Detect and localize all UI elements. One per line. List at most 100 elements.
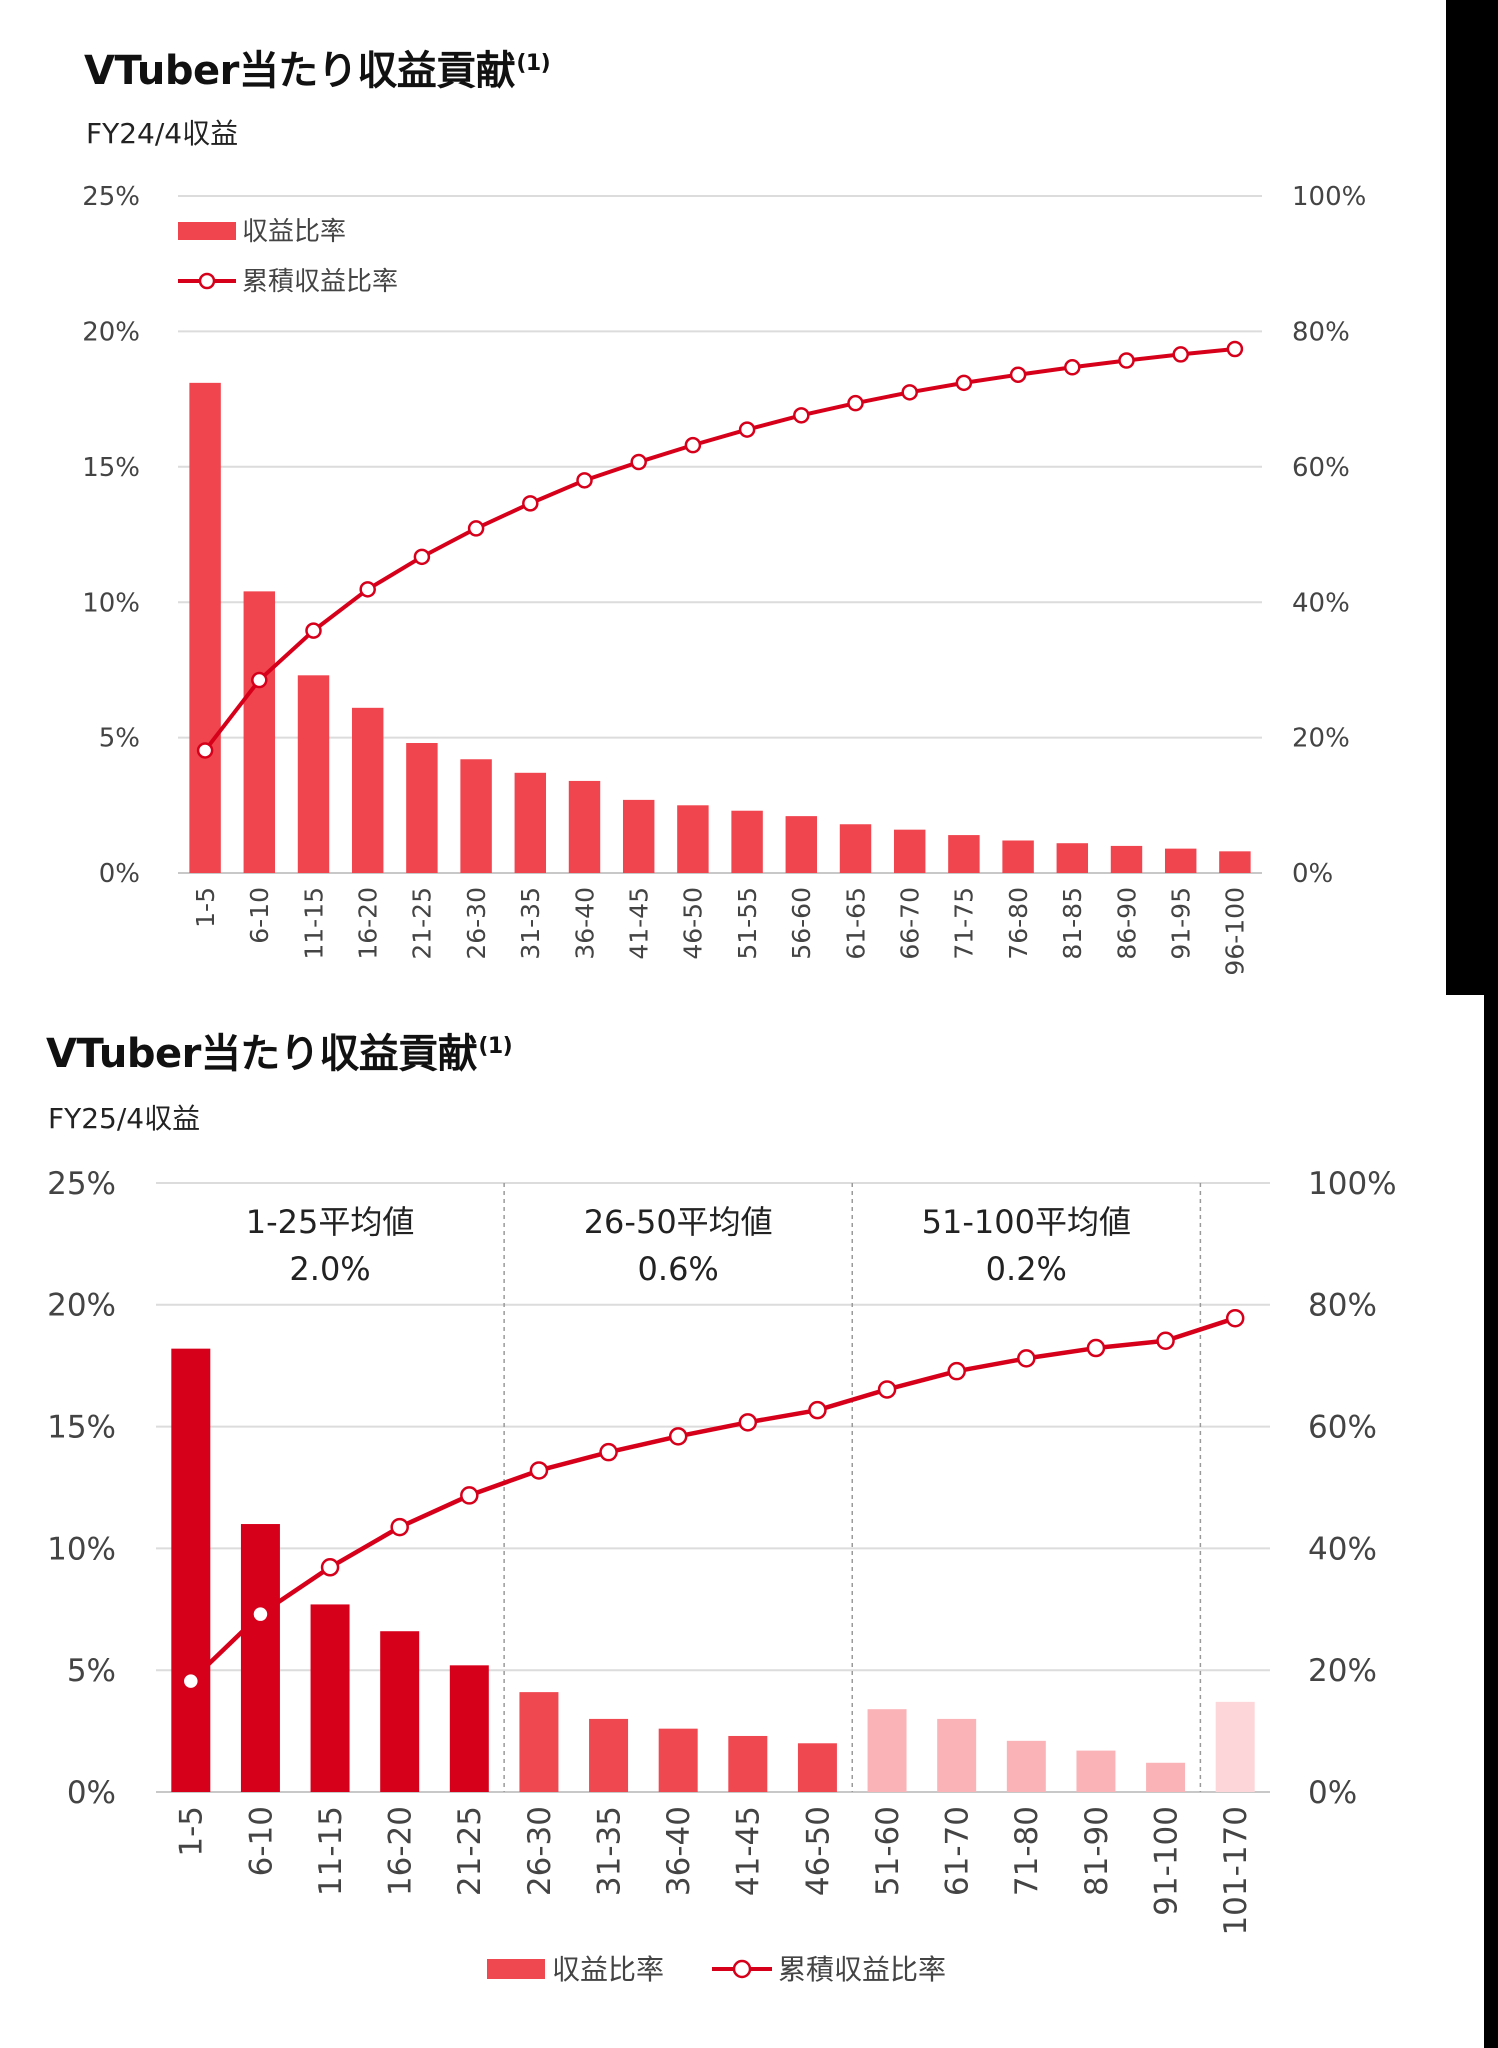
line-point — [947, 1361, 966, 1381]
cumulative-line — [189, 1316, 1236, 1683]
y-right-tick-label: 100% — [1292, 182, 1366, 212]
bar — [839, 824, 872, 873]
line-point — [1172, 346, 1189, 363]
line-point — [738, 1413, 758, 1432]
x-tick-label: 101-170 — [1218, 1806, 1254, 1936]
line-point — [305, 622, 322, 639]
line-point — [576, 472, 593, 489]
bar — [1146, 1762, 1186, 1792]
bar — [589, 1718, 629, 1792]
x-tick-label: 56-60 — [787, 887, 816, 960]
bar — [1110, 845, 1143, 873]
line-point — [359, 581, 376, 598]
line-point — [529, 1461, 549, 1480]
bar — [1056, 843, 1089, 873]
chart-title: VTuber当たり収益貢献(1) — [46, 1031, 513, 1077]
bar — [658, 1728, 698, 1792]
bar — [406, 743, 438, 873]
bar — [351, 707, 384, 873]
x-tick-label: 61-70 — [940, 1806, 976, 1896]
line-point — [955, 374, 973, 392]
x-tick-label: 6-10 — [243, 1806, 279, 1876]
group-annotation-label: 1-25平均値 — [246, 1203, 415, 1241]
x-tick-label: 26-30 — [462, 887, 491, 960]
bar — [1219, 851, 1251, 873]
bar — [1215, 1701, 1255, 1792]
bar — [893, 829, 926, 873]
x-tick-label: 41-45 — [731, 1806, 767, 1896]
y-right-tick-label: 20% — [1308, 1653, 1377, 1689]
y-left-tick-label: 0% — [99, 859, 140, 889]
x-tick-label: 91-100 — [1148, 1806, 1184, 1916]
chart-panel-fy24: VTuber当たり収益貢献(1) FY24/4収益 25% 100% 20% 80% 1… — [0, 0, 1446, 995]
x-tick-label: 21-25 — [408, 887, 437, 960]
right-black-edge — [1484, 995, 1498, 2048]
bar — [568, 780, 601, 873]
bar — [937, 1718, 977, 1792]
line-point — [1017, 1349, 1036, 1368]
x-tick-label: 46-50 — [800, 1806, 836, 1896]
y-left-tick-label: 0% — [67, 1775, 116, 1811]
bar — [677, 805, 709, 873]
line-point — [630, 453, 647, 471]
x-tick-label: 11-15 — [313, 1806, 349, 1896]
y-right-tick-label: 60% — [1308, 1409, 1377, 1445]
y-left-tick-label: 15% — [47, 1409, 116, 1445]
bar — [1076, 1750, 1116, 1792]
line-point — [808, 1400, 827, 1420]
line-point — [684, 436, 702, 454]
bar — [240, 1524, 280, 1792]
line-point — [467, 520, 485, 537]
x-tick-label: 36-40 — [661, 1806, 697, 1896]
x-tick-label: 81-90 — [1079, 1806, 1115, 1896]
x-tick-label: 41-45 — [624, 887, 653, 960]
y-left-tick-label: 5% — [99, 724, 140, 754]
y-right-tick-label: 0% — [1308, 1775, 1357, 1811]
line-point — [390, 1517, 409, 1537]
line-point — [196, 742, 214, 759]
x-tick-label: 46-50 — [679, 887, 708, 960]
x-tick-label: 86-90 — [1112, 887, 1141, 960]
y-right-tick-label: 40% — [1292, 588, 1350, 618]
legend-label: 累積収益比率 — [242, 267, 398, 297]
line-point — [1118, 352, 1135, 369]
legend-label: 収益比率 — [242, 217, 346, 247]
bar — [948, 835, 980, 873]
y-right-tick-label: 60% — [1292, 453, 1350, 483]
y-left-tick-label: 15% — [82, 453, 140, 483]
x-tick-label: 31-35 — [591, 1806, 627, 1896]
y-left-tick-label: 25% — [47, 1166, 116, 1202]
bar — [380, 1631, 420, 1792]
group-annotation-value: 2.0% — [289, 1250, 370, 1288]
bar — [785, 816, 818, 873]
bar — [519, 1692, 559, 1792]
y-left-tick-label: 25% — [82, 182, 140, 212]
bar — [514, 772, 547, 873]
y-right-tick-label: 80% — [1308, 1288, 1377, 1324]
y-right-tick-label: 40% — [1308, 1531, 1377, 1567]
line-point — [599, 1442, 618, 1462]
line-point — [1086, 1338, 1106, 1358]
legend-line-marker — [198, 272, 216, 290]
chart-subtitle: FY24/4収益 — [86, 117, 239, 150]
x-tick-label: 16-20 — [383, 1806, 419, 1896]
x-tick-label: 16-20 — [353, 887, 382, 960]
line-point — [877, 1380, 897, 1399]
y-left-tick-label: 20% — [47, 1288, 116, 1324]
line-point — [522, 495, 539, 512]
legend-line-marker — [732, 1959, 752, 1979]
x-tick-label: 11-15 — [299, 887, 328, 960]
bar — [797, 1743, 837, 1792]
line-point — [251, 1604, 270, 1624]
bar — [1164, 848, 1197, 873]
x-tick-label: 71-80 — [1009, 1806, 1045, 1896]
group-annotation-label: 26-50平均値 — [584, 1203, 773, 1241]
chart-fy24: 25% 100% 20% 80% 15% 60% 10% 40% 5% 20% 0% 0% 1-5 6-1… — [82, 182, 1366, 975]
y-right-tick-label: 100% — [1308, 1166, 1397, 1202]
legend-bar-swatch — [487, 1959, 545, 1979]
bar — [731, 810, 763, 873]
x-tick-label: 61-65 — [841, 887, 870, 960]
x-tick-label: 1-5 — [191, 887, 220, 928]
x-tick-label: 36-40 — [570, 887, 599, 960]
chart-subtitle: FY25/4収益 — [48, 1102, 201, 1135]
